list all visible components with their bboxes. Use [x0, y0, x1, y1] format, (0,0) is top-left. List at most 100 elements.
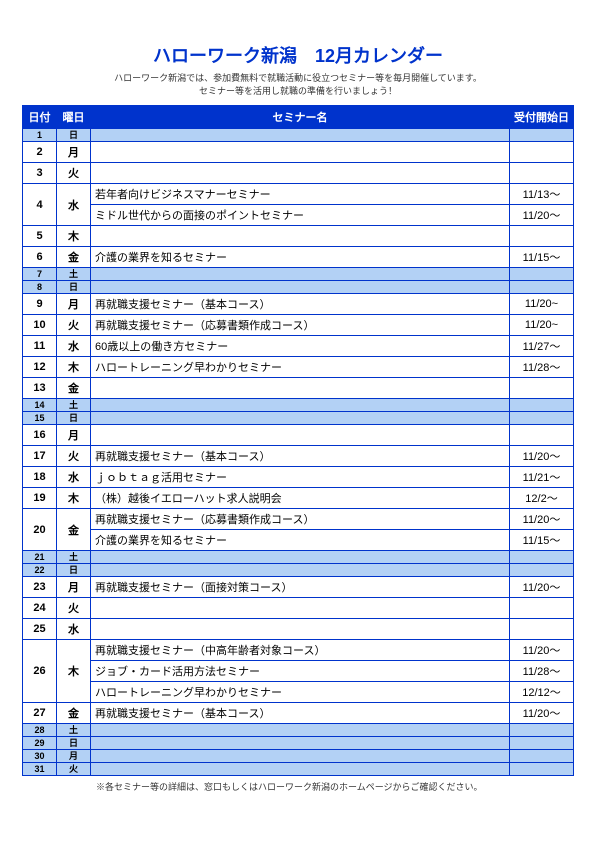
- start-cell: 11/28～: [510, 357, 574, 378]
- table-row: 12木ハロートレーニング早わかりセミナー11/28～: [23, 357, 574, 378]
- start-cell: 11/20~: [510, 315, 574, 336]
- start-cell: 11/28～: [510, 661, 574, 682]
- day-cell: 水: [57, 619, 91, 640]
- day-cell: 水: [57, 336, 91, 357]
- seminar-cell: 再就職支援セミナー（中高年齢者対象コース）: [91, 640, 510, 661]
- table-row: 8日: [23, 281, 574, 294]
- start-cell: [510, 226, 574, 247]
- seminar-cell: 再就職支援セミナー（面接対策コース）: [91, 577, 510, 598]
- day-cell: 日: [57, 412, 91, 425]
- day-cell: 水: [57, 184, 91, 226]
- day-cell: 日: [57, 564, 91, 577]
- start-cell: [510, 750, 574, 763]
- table-row: 20金再就職支援セミナー（応募書類作成コース）11/20～: [23, 509, 574, 530]
- start-cell: 11/20～: [510, 577, 574, 598]
- start-cell: 11/13～: [510, 184, 574, 205]
- date-cell: 3: [23, 163, 57, 184]
- day-cell: 土: [57, 724, 91, 737]
- date-cell: 30: [23, 750, 57, 763]
- table-row: 14土: [23, 399, 574, 412]
- date-cell: 12: [23, 357, 57, 378]
- table-row: 5木: [23, 226, 574, 247]
- date-cell: 23: [23, 577, 57, 598]
- table-row: 28土: [23, 724, 574, 737]
- start-cell: [510, 619, 574, 640]
- date-cell: 31: [23, 763, 57, 776]
- seminar-cell: [91, 399, 510, 412]
- seminar-cell: 再就職支援セミナー（基本コース）: [91, 703, 510, 724]
- table-row: 18水ｊｏｂｔａｇ活用セミナー11/21～: [23, 467, 574, 488]
- date-cell: 26: [23, 640, 57, 703]
- date-cell: 16: [23, 425, 57, 446]
- table-row: 22日: [23, 564, 574, 577]
- seminar-cell: [91, 412, 510, 425]
- date-cell: 2: [23, 142, 57, 163]
- seminar-cell: 介護の業界を知るセミナー: [91, 247, 510, 268]
- header-seminar: セミナー名: [91, 106, 510, 129]
- date-cell: 20: [23, 509, 57, 551]
- day-cell: 日: [57, 129, 91, 142]
- date-cell: 27: [23, 703, 57, 724]
- seminar-cell: 60歳以上の働き方セミナー: [91, 336, 510, 357]
- day-cell: 火: [57, 163, 91, 184]
- date-cell: 22: [23, 564, 57, 577]
- seminar-cell: ミドル世代からの面接のポイントセミナー: [91, 205, 510, 226]
- date-cell: 17: [23, 446, 57, 467]
- calendar-table: 日付 曜日 セミナー名 受付開始日 1日2月3火4水若年者向けビジネスマナーセミ…: [22, 105, 574, 776]
- day-cell: 土: [57, 399, 91, 412]
- date-cell: 11: [23, 336, 57, 357]
- seminar-cell: [91, 281, 510, 294]
- day-cell: 木: [57, 488, 91, 509]
- date-cell: 13: [23, 378, 57, 399]
- seminar-cell: 若年者向けビジネスマナーセミナー: [91, 184, 510, 205]
- seminar-cell: [91, 142, 510, 163]
- start-cell: [510, 425, 574, 446]
- date-cell: 6: [23, 247, 57, 268]
- date-cell: 29: [23, 737, 57, 750]
- start-cell: [510, 399, 574, 412]
- table-row: 13金: [23, 378, 574, 399]
- start-cell: 11/20~: [510, 294, 574, 315]
- seminar-cell: [91, 564, 510, 577]
- date-cell: 14: [23, 399, 57, 412]
- seminar-cell: ハロートレーニング早わかりセミナー: [91, 357, 510, 378]
- header-day: 曜日: [57, 106, 91, 129]
- seminar-cell: ｊｏｂｔａｇ活用セミナー: [91, 467, 510, 488]
- table-row: 27金再就職支援セミナー（基本コース）11/20～: [23, 703, 574, 724]
- table-row: ジョブ・カード活用方法セミナー11/28～: [23, 661, 574, 682]
- start-cell: [510, 378, 574, 399]
- date-cell: 8: [23, 281, 57, 294]
- header-date: 日付: [23, 106, 57, 129]
- seminar-cell: [91, 763, 510, 776]
- start-cell: 11/21～: [510, 467, 574, 488]
- table-row: 10火再就職支援セミナー（応募書類作成コース）11/20~: [23, 315, 574, 336]
- table-row: 24火: [23, 598, 574, 619]
- seminar-cell: （株）越後イエローハット求人説明会: [91, 488, 510, 509]
- date-cell: 5: [23, 226, 57, 247]
- table-row: 19木（株）越後イエローハット求人説明会12/2～: [23, 488, 574, 509]
- date-cell: 21: [23, 551, 57, 564]
- seminar-cell: [91, 425, 510, 446]
- seminar-cell: [91, 598, 510, 619]
- date-cell: 24: [23, 598, 57, 619]
- table-row: 23月再就職支援セミナー（面接対策コース）11/20～: [23, 577, 574, 598]
- day-cell: 木: [57, 640, 91, 703]
- start-cell: [510, 142, 574, 163]
- table-row: 29日: [23, 737, 574, 750]
- seminar-cell: [91, 226, 510, 247]
- table-row: 17火再就職支援セミナー（基本コース）11/20～: [23, 446, 574, 467]
- start-cell: 11/20～: [510, 446, 574, 467]
- table-row: 3火: [23, 163, 574, 184]
- date-cell: 10: [23, 315, 57, 336]
- table-row: 31火: [23, 763, 574, 776]
- table-row: 9月再就職支援セミナー（基本コース）11/20~: [23, 294, 574, 315]
- seminar-cell: 再就職支援セミナー（基本コース）: [91, 294, 510, 315]
- seminar-cell: [91, 619, 510, 640]
- start-cell: 11/27～: [510, 336, 574, 357]
- start-cell: [510, 598, 574, 619]
- start-cell: [510, 551, 574, 564]
- day-cell: 金: [57, 509, 91, 551]
- start-cell: [510, 268, 574, 281]
- header-start: 受付開始日: [510, 106, 574, 129]
- table-row: 16月: [23, 425, 574, 446]
